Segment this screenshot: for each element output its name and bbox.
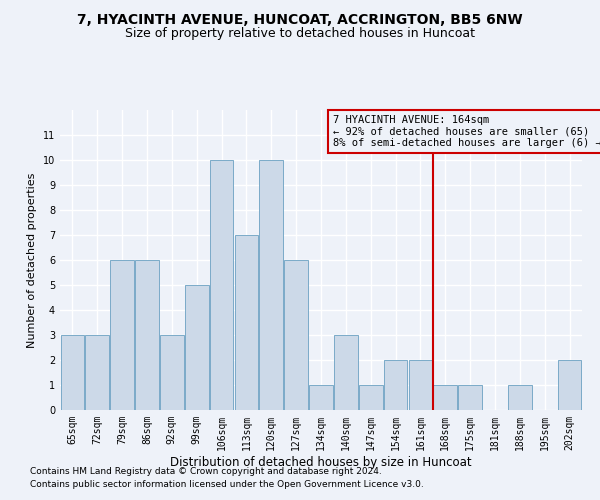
Bar — [160, 335, 184, 410]
Bar — [409, 360, 432, 410]
Bar — [135, 260, 159, 410]
Bar — [284, 260, 308, 410]
Y-axis label: Number of detached properties: Number of detached properties — [28, 172, 37, 348]
X-axis label: Distribution of detached houses by size in Huncoat: Distribution of detached houses by size … — [170, 456, 472, 468]
Bar — [309, 385, 333, 410]
Bar — [61, 335, 84, 410]
Bar — [210, 160, 233, 410]
Bar — [110, 260, 134, 410]
Bar — [259, 160, 283, 410]
Text: Contains HM Land Registry data © Crown copyright and database right 2024.: Contains HM Land Registry data © Crown c… — [30, 467, 382, 476]
Text: Contains public sector information licensed under the Open Government Licence v3: Contains public sector information licen… — [30, 480, 424, 489]
Bar — [508, 385, 532, 410]
Bar — [334, 335, 358, 410]
Text: 7, HYACINTH AVENUE, HUNCOAT, ACCRINGTON, BB5 6NW: 7, HYACINTH AVENUE, HUNCOAT, ACCRINGTON,… — [77, 12, 523, 26]
Bar — [558, 360, 581, 410]
Bar — [384, 360, 407, 410]
Bar — [458, 385, 482, 410]
Text: Size of property relative to detached houses in Huncoat: Size of property relative to detached ho… — [125, 28, 475, 40]
Bar — [433, 385, 457, 410]
Text: 7 HYACINTH AVENUE: 164sqm
← 92% of detached houses are smaller (65)
8% of semi-d: 7 HYACINTH AVENUE: 164sqm ← 92% of detac… — [334, 115, 600, 148]
Bar — [85, 335, 109, 410]
Bar — [359, 385, 383, 410]
Bar — [235, 235, 258, 410]
Bar — [185, 285, 209, 410]
